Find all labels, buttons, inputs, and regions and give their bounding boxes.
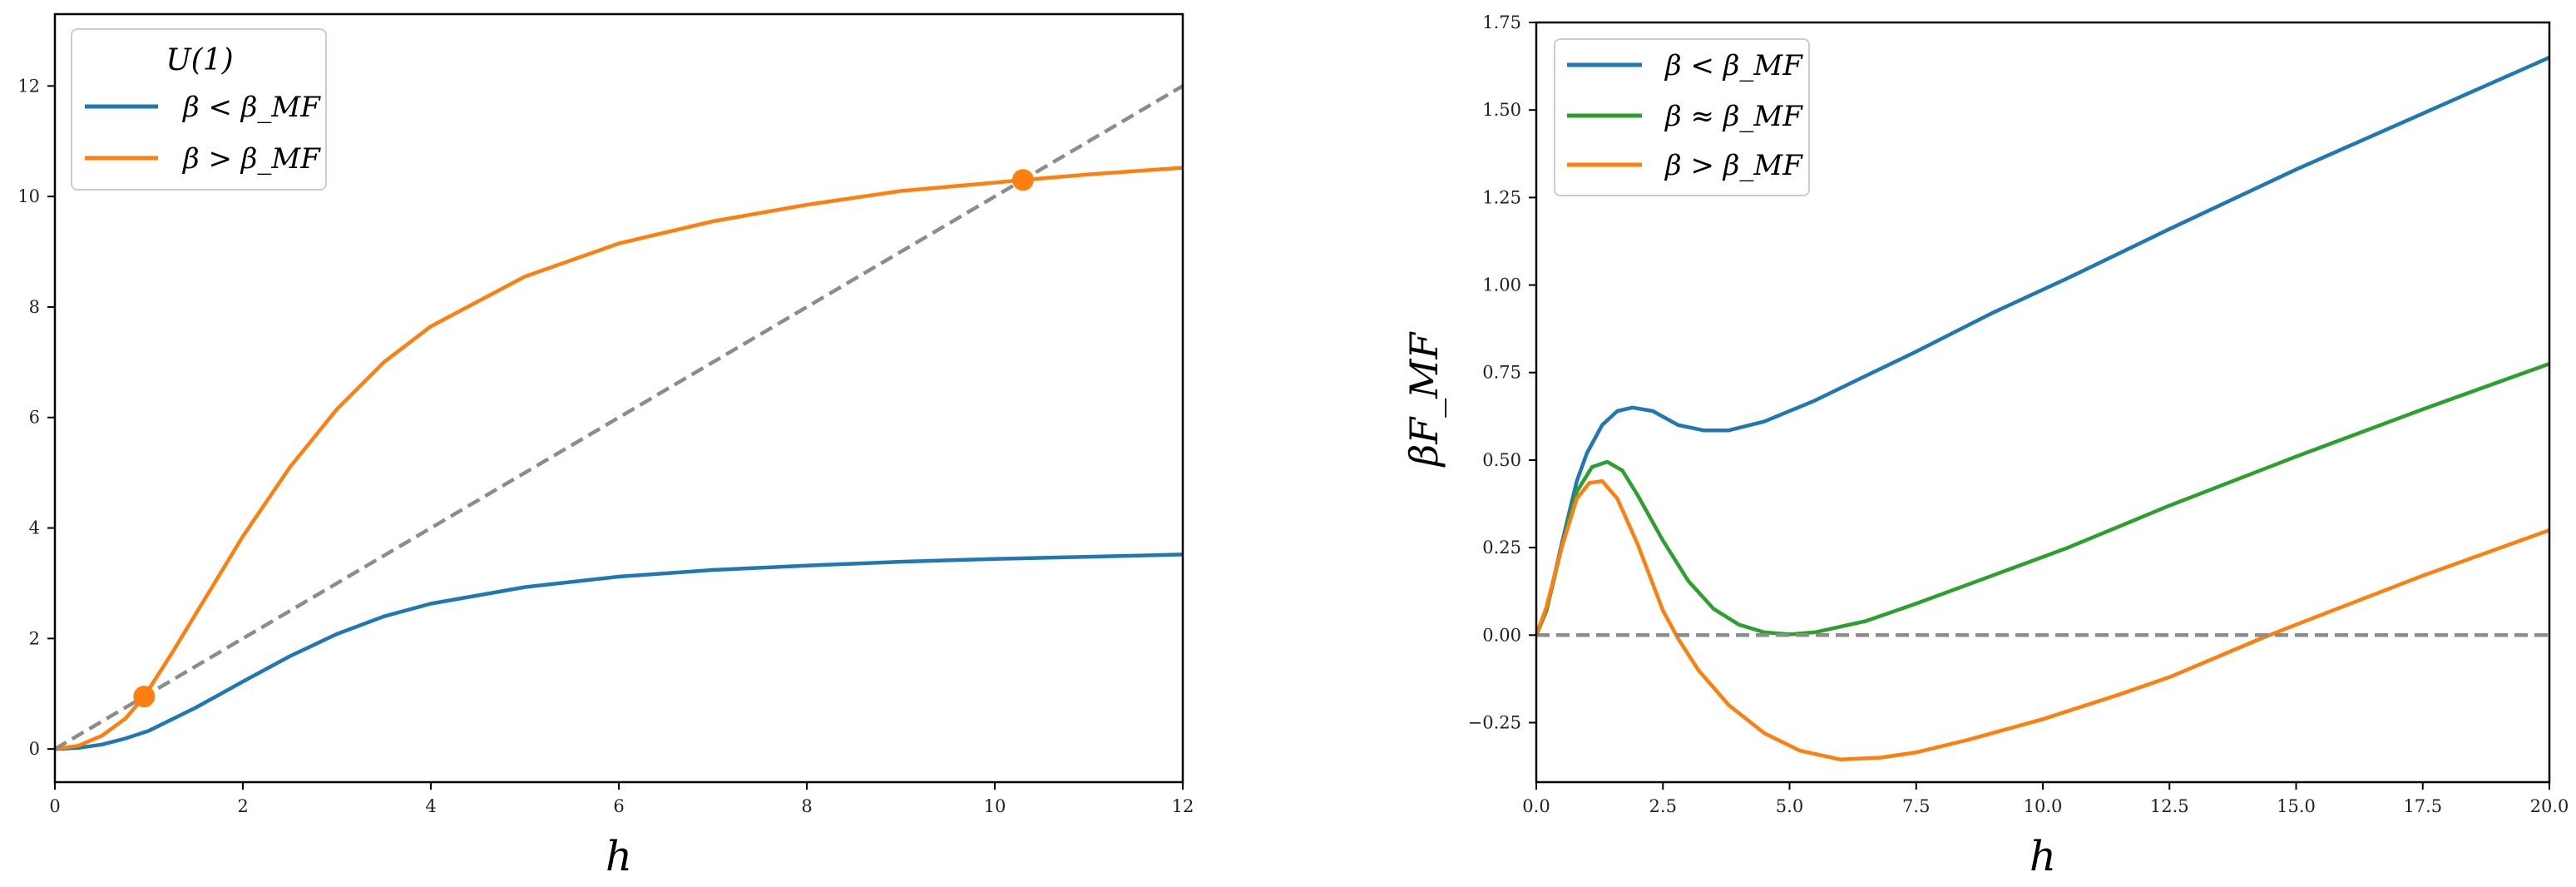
y-tick-label: 0.00 [1482, 625, 1521, 645]
left-x-axis-label: h [606, 832, 632, 880]
left-chart: 0 2 4 6 8 10 12 0 2 4 6 8 10 12 h U(1) β < β_MF β > … [17, 12, 1194, 880]
x-tick-label: 0 [49, 796, 60, 816]
x-tick-label: 17.5 [2403, 796, 2442, 816]
x-tick-label: 10 [984, 796, 1006, 816]
x-tick-label: 20.0 [2530, 796, 2569, 816]
left-legend-box [71, 28, 327, 191]
x-tick-label: 2 [237, 796, 248, 816]
y-tick-label: 2 [29, 628, 40, 648]
right-chart: 0.0 2.5 5.0 7.5 10.0 12.5 15.0 17.5 20.0 −0.25 0.… [1402, 12, 2569, 880]
right-x-ticks: 0.0 2.5 5.0 7.5 10.0 12.5 15.0 17.5 20.0 [1522, 782, 2569, 816]
y-tick-label: 8 [29, 297, 40, 317]
x-tick-label: 7.5 [1902, 796, 1930, 816]
left-series-layer [53, 84, 1184, 751]
left-legend-label-2: β > β_MF [181, 142, 321, 176]
x-tick-label: 12.5 [2150, 796, 2189, 816]
right-y-ticks: −0.25 0.00 0.25 0.50 0.75 1.00 1.25 1.50 1.75 [1468, 12, 1536, 732]
y-tick-label: 6 [29, 408, 40, 428]
x-tick-label: 5.0 [1776, 796, 1803, 816]
left-legend-label-1: β < β_MF [181, 91, 321, 124]
y-tick-label: 0 [29, 739, 40, 759]
x-tick-label: 12 [1172, 796, 1194, 816]
right-legend-label-1: β < β_MF [1664, 49, 1803, 82]
right-legend-box [1554, 38, 1810, 196]
left-y-ticks: 0 2 4 6 8 10 12 [17, 76, 55, 759]
y-tick-label: −0.25 [1468, 712, 1521, 732]
series-line-0-0 [54, 553, 1184, 751]
x-tick-label: 10.0 [2024, 796, 2063, 816]
series-line-0-1 [54, 166, 1184, 751]
y-tick-label: 4 [29, 518, 40, 538]
series-line-1-1 [1534, 362, 2550, 637]
x-tick-label: 0.0 [1522, 796, 1550, 816]
right-legend: β < β_MF β ≈ β_MF β > β_MF [1554, 38, 1810, 196]
x-tick-label: 15.0 [2277, 796, 2316, 816]
right-x-axis-label: h [2030, 832, 2056, 880]
y-tick-label: 0.75 [1482, 363, 1521, 383]
x-tick-label: 4 [425, 796, 436, 816]
y-tick-label: 1.00 [1482, 275, 1521, 295]
y-tick-label: 1.50 [1482, 100, 1521, 120]
right-y-axis-label: βF_MF [1402, 331, 1446, 468]
series-line-1-0 [1534, 56, 2550, 637]
y-tick-label: 12 [17, 76, 40, 96]
y-tick-label: 0.25 [1482, 538, 1521, 557]
intersection-marker-0 [133, 686, 156, 708]
x-tick-label: 2.5 [1649, 796, 1677, 816]
left-legend: U(1) β < β_MF β > β_MF [71, 28, 327, 191]
x-tick-label: 6 [613, 796, 624, 816]
y-tick-label: 10 [17, 186, 40, 206]
y-tick-label: 0.50 [1482, 450, 1521, 470]
left-legend-title: U(1) [166, 43, 233, 77]
x-tick-label: 8 [801, 796, 812, 816]
left-x-ticks: 0 2 4 6 8 10 12 [49, 782, 1194, 816]
y-tick-label: 1.75 [1482, 12, 1521, 32]
series-line-1-2 [1534, 478, 2550, 761]
reference-dashed-line-0-2 [53, 84, 1184, 751]
right-legend-label-3: β > β_MF [1664, 149, 1803, 182]
y-tick-label: 1.25 [1482, 187, 1521, 207]
intersection-marker-1 [1011, 169, 1034, 191]
right-legend-label-2: β ≈ β_MF [1664, 100, 1803, 133]
right-series-layer [1534, 56, 2550, 761]
